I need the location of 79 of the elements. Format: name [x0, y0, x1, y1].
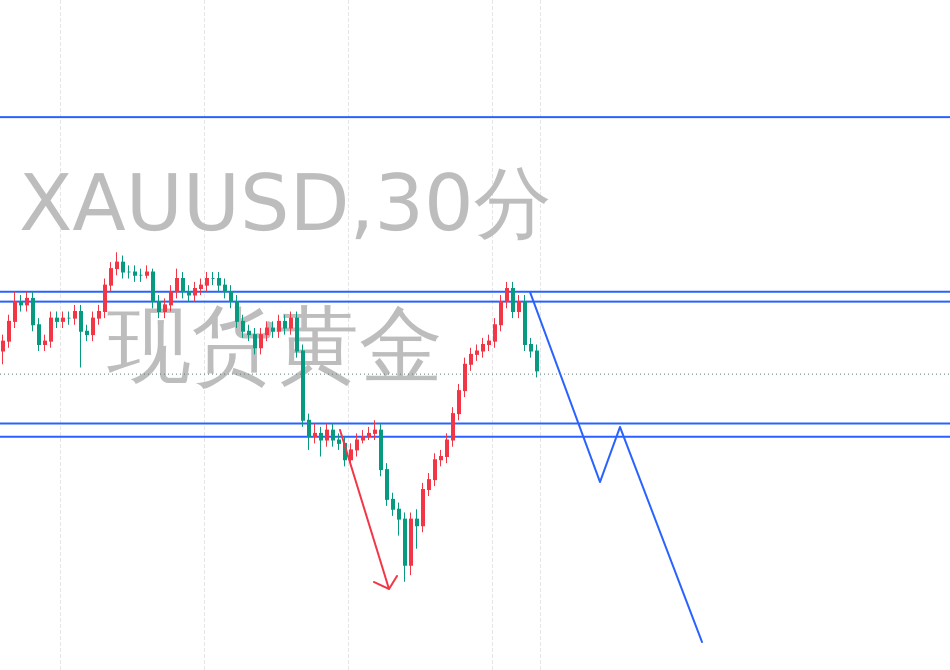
candlestick [433, 452, 437, 487]
candlestick [331, 423, 335, 448]
candlestick [385, 462, 389, 506]
candlestick [109, 262, 113, 292]
candlestick [427, 472, 431, 497]
candlestick [151, 268, 155, 309]
candlestick [505, 281, 509, 309]
candlestick [7, 314, 11, 348]
candlestick [469, 347, 473, 372]
candlestick [13, 291, 17, 328]
candlestick [415, 508, 419, 550]
candlestick [391, 492, 395, 516]
candlestick [1, 334, 5, 365]
candlestick [319, 426, 323, 457]
candlestick [307, 413, 311, 450]
candlestick [379, 423, 383, 477]
candlestick [55, 311, 59, 328]
candlestick [37, 318, 41, 352]
candlestick [193, 281, 197, 302]
candlestick [61, 311, 65, 328]
candlestick [355, 432, 359, 457]
candlestick [445, 432, 449, 464]
candlestick [31, 291, 35, 332]
candlestick [175, 268, 179, 299]
candlestick [217, 271, 221, 292]
candlestick [367, 426, 371, 441]
candlestick [481, 337, 485, 358]
candlestick [403, 512, 407, 582]
candlestick [49, 311, 53, 348]
candlestick [43, 334, 47, 352]
candlestick [121, 254, 125, 280]
candlestick [25, 291, 29, 312]
candlestick [517, 294, 521, 319]
candlestick [511, 281, 515, 319]
candlestick [253, 327, 257, 355]
candlestick [73, 304, 77, 326]
candlestick [265, 320, 269, 342]
candlestick [313, 423, 317, 444]
candlestick [457, 384, 461, 421]
candlestick [397, 502, 401, 536]
candlestick [187, 284, 191, 302]
candlestick [373, 420, 377, 441]
candlestick [361, 430, 365, 444]
candlestick [223, 278, 227, 299]
candlestick [337, 432, 341, 450]
candlestick [409, 512, 413, 576]
candlestick [181, 271, 185, 299]
candlestick [199, 278, 203, 296]
candlestick [91, 311, 95, 342]
candlestick [247, 324, 251, 342]
candlestick [523, 294, 527, 352]
candlestick [139, 268, 143, 282]
candlestick [463, 357, 467, 398]
candlestick [529, 337, 533, 358]
candlestick [127, 264, 131, 280]
candlestick [475, 344, 479, 362]
candlestick [451, 406, 455, 448]
candlestick [499, 294, 503, 332]
candlestick [211, 271, 215, 286]
candlestick [241, 314, 245, 338]
candlestick [67, 311, 71, 326]
candlestick [493, 318, 497, 348]
candlestick [259, 327, 263, 355]
candlestick [325, 423, 329, 448]
candlestick [145, 264, 149, 280]
candlestick [535, 344, 539, 378]
candlestick [205, 271, 209, 292]
candlestick [487, 334, 491, 352]
chart-title: XAUUSD,30分 [19, 159, 552, 249]
candlestick [115, 252, 119, 276]
candlestick [79, 304, 83, 368]
candlestick [97, 304, 101, 326]
candlestick [271, 320, 275, 338]
candlestick [439, 449, 443, 467]
candlestick [103, 278, 107, 319]
candlestick [133, 264, 137, 282]
candlestick [19, 294, 23, 312]
candlestick [85, 324, 89, 342]
candlestick [421, 482, 425, 533]
